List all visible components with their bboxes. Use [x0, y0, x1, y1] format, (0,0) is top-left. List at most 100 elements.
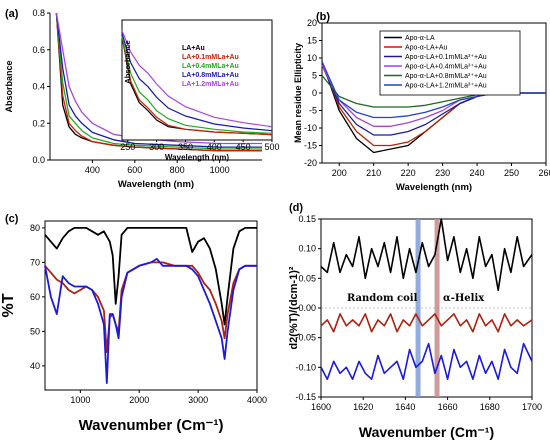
y-tick-label: -0.15: [295, 392, 316, 402]
y-tick-label: 0.0: [32, 155, 45, 165]
series-line-1: [44, 227, 257, 326]
x-tick-label: 1660: [438, 402, 458, 412]
inset-series-line-2: [121, 35, 273, 136]
legend-entry: LA+1.2mMLa+Au: [182, 81, 239, 88]
y-tick-label: 15: [307, 36, 317, 46]
inset-series-line-4: [121, 33, 273, 132]
plot-frame: [44, 220, 258, 391]
x-tick-label: 1000: [70, 395, 90, 405]
y-tick-label: 80: [30, 223, 40, 233]
x-tick-label: 2000: [129, 395, 149, 405]
y-tick-label: 20: [307, 18, 317, 28]
x-tick-label: 1620: [353, 402, 373, 412]
x-tick-label: 400: [85, 165, 100, 175]
x-tick-label: 210: [366, 168, 381, 178]
y-tick-label: -10: [304, 123, 317, 133]
y-tick-label: 5: [312, 71, 317, 81]
x-tick-label: 220: [401, 168, 416, 178]
x-axis-title: Wavenumber (Cm⁻¹): [79, 417, 224, 434]
y-tick-label: 0.6: [32, 45, 45, 55]
x-axis-title: Wavelength (nm): [396, 182, 472, 193]
y-tick-label: 0.00: [298, 303, 316, 313]
x-tick-label: 250: [504, 168, 519, 178]
y-tick-label: 0.4: [32, 82, 45, 92]
panel-c: 1000 2000 3000 4000 40 50 60 70 80 Wavenumber (Cm…: [0, 213, 267, 434]
x-axis-title: Wavenumber (Cm⁻¹): [359, 424, 494, 440]
annotation-random-coil: Random coil: [347, 293, 418, 304]
x-tick-label: 260: [538, 168, 550, 178]
x-tick-label: 1700: [522, 402, 542, 412]
inset-x-tick-label: 400: [207, 142, 222, 152]
x-tick-label: 600: [127, 165, 142, 175]
annotation-alpha-helix: α-Helix: [443, 293, 485, 304]
panel-label: (b): [316, 11, 330, 23]
legend-entry: Apo-α-LA+0.8mMLa³⁺+Au: [405, 73, 487, 80]
y-tick-label: 0.15: [298, 214, 316, 224]
y-tick-label: 60: [30, 292, 40, 302]
x-tick-label: 230: [435, 168, 450, 178]
series-line-2: [44, 261, 257, 353]
series-line-1: [320, 218, 533, 291]
x-tick-label: 1600: [311, 402, 331, 412]
y-tick-label: -0.10: [295, 362, 316, 372]
panel-label: (d): [289, 202, 303, 214]
x-tick-label: 800: [170, 165, 185, 175]
y-tick-label: -20: [304, 158, 317, 168]
series-line-3: [44, 258, 257, 384]
y-axis-title: d2(%T)/(dcm-1)²: [288, 266, 300, 349]
x-axis-title: Wavelength (nm): [118, 179, 194, 190]
y-tick-label: 0.05: [298, 273, 316, 283]
inset-x-tick-label: 500: [264, 142, 279, 152]
inset-y-axis-title: Absorbance: [123, 40, 132, 83]
y-tick-label: 0.10: [298, 244, 316, 254]
legend-entry: Apo-α-LA+0.4mMLa³⁺+Au: [405, 64, 487, 71]
y-tick-label: 0.2: [32, 118, 45, 128]
inset-x-tick-label: 300: [149, 142, 164, 152]
panel-label: (c): [5, 213, 19, 225]
inset-x-axis-title: Wavelength (nm): [165, 153, 229, 162]
x-tick-label: 1000: [210, 165, 230, 175]
series-line-2: [320, 313, 533, 333]
legend-entry: LA+0.8mMLa+Au: [182, 72, 239, 79]
legend-b: Apo-α-LA Apo-α-LA+Au Apo-α-LA+0.1mMLa³⁺+Au…: [379, 30, 521, 96]
x-tick-label: 1680: [480, 402, 500, 412]
y-axis-title: Mean residue Ellipticity: [293, 43, 303, 143]
series-line-4: [55, 12, 262, 148]
x-tick-label: 1640: [395, 402, 415, 412]
inset-x-tick-label: 450: [236, 142, 251, 152]
y-axis-title: Absorbance: [4, 60, 14, 112]
x-tick-label: 3000: [188, 395, 208, 405]
panel-label: (a): [5, 8, 19, 20]
inset-series-line-5: [121, 30, 273, 128]
x-tick-label: 200: [332, 168, 347, 178]
inset-x-tick-label: 350: [178, 142, 193, 152]
legend-entry: Apo-α-LA: [405, 35, 435, 42]
inset-x-tick-label: 250: [120, 142, 135, 152]
inset-series-line-3: [121, 35, 273, 134]
legend-entry: LA+0.4mMLa+Au: [182, 63, 239, 70]
legend-entry: LA+0.1mMLa+Au: [182, 54, 239, 61]
series-line-2: [55, 12, 262, 152]
legend-entry: Apo-α-LA+Au: [405, 45, 447, 52]
y-tick-label: 10: [307, 53, 317, 63]
y-tick-label: 0: [312, 88, 317, 98]
y-tick-label: -15: [304, 141, 317, 151]
series-line-5: [55, 12, 262, 145]
x-tick-label: 240: [470, 168, 485, 178]
legend-entry: Apo-α-LA+0.1mMLa³⁺+Au: [405, 54, 487, 61]
legend-box: [379, 30, 521, 96]
y-tick-label: -0.05: [295, 333, 316, 343]
legend-entry: Apo-α-LA+1.2mMLa³⁺+Au: [405, 83, 487, 90]
y-tick-label: 0.8: [32, 8, 45, 18]
x-tick-label: 4000: [247, 395, 267, 405]
inset-chart: 250 300 350 400 450 500 Wavelength (nm) Absorba…: [120, 19, 280, 162]
y-tick-label: 70: [30, 257, 40, 267]
y-tick-label: 50: [30, 326, 40, 336]
legend-entry: LA+Au: [182, 45, 205, 52]
series-line-3: [55, 12, 262, 150]
y-tick-label: 40: [30, 361, 40, 371]
y-tick-label: -5: [309, 106, 317, 116]
y-axis-title: %T: [0, 293, 17, 317]
series-line-3: [320, 342, 533, 380]
